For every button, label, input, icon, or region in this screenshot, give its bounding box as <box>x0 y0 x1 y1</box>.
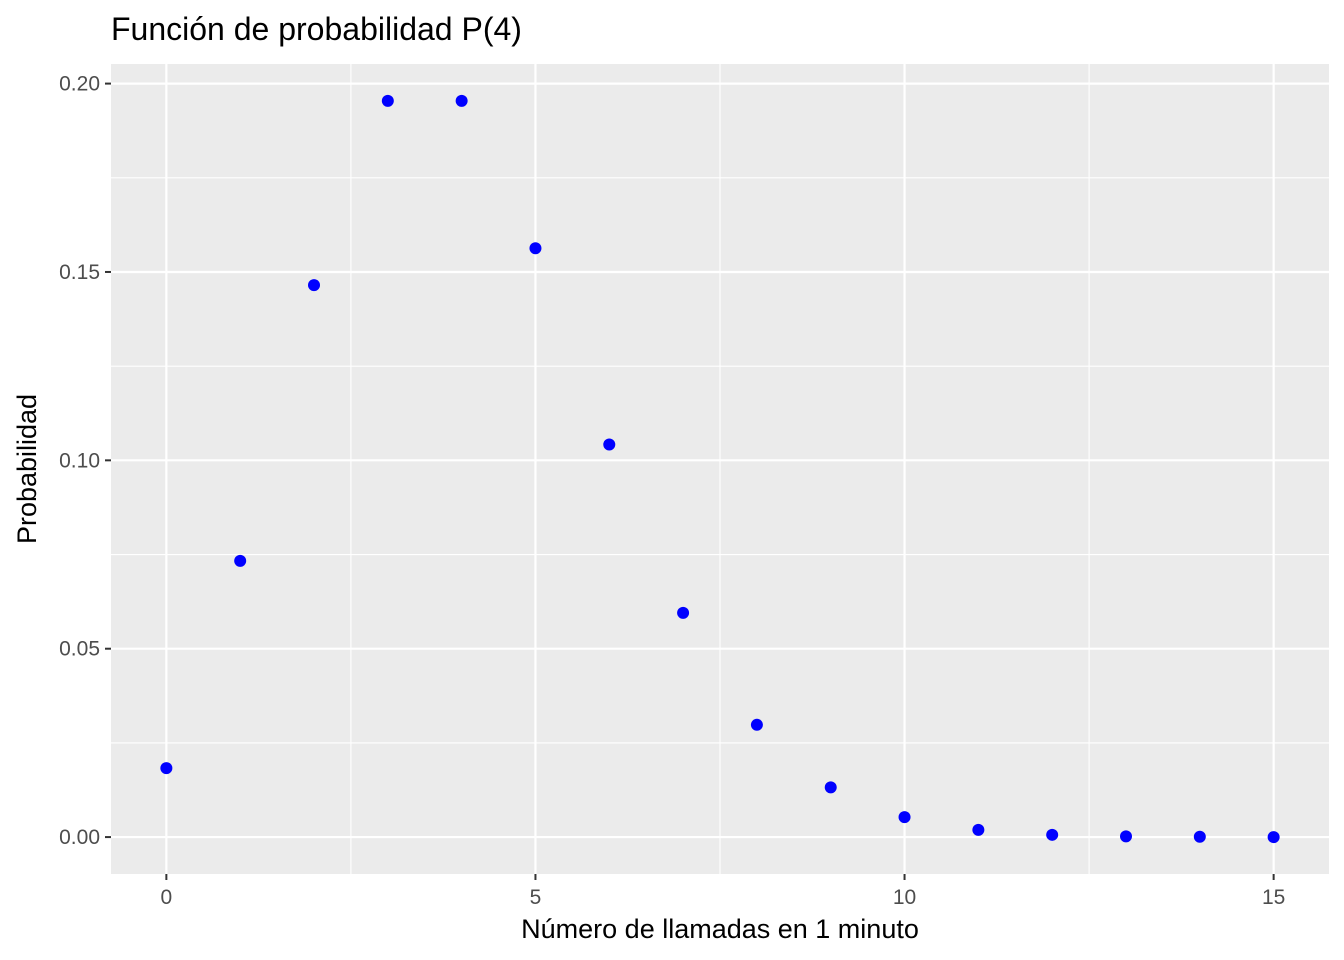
data-point <box>160 762 173 775</box>
y-tick-label: 0.15 <box>59 261 100 284</box>
y-tick-label: 0.05 <box>59 638 100 661</box>
data-point <box>308 279 320 292</box>
x-tick-label: 0 <box>161 886 173 909</box>
x-axis: 0 5 10 15 <box>161 874 1285 909</box>
y-tick-label: 0.20 <box>59 73 100 96</box>
y-axis-title: Probabilidad <box>12 394 42 544</box>
major-gridlines <box>111 64 1329 874</box>
x-tick-label: 5 <box>530 886 542 909</box>
data-point <box>1120 830 1132 843</box>
data-point <box>603 438 616 451</box>
data-point <box>750 718 763 731</box>
data-point <box>1267 831 1280 844</box>
data-point <box>455 94 468 107</box>
data-point <box>824 781 837 794</box>
data-point <box>972 823 985 836</box>
data-point <box>1193 830 1206 843</box>
minor-gridlines <box>111 64 1329 874</box>
data-point <box>677 606 690 619</box>
x-tick-label: 10 <box>893 886 916 909</box>
data-points <box>160 94 1280 844</box>
y-axis: 0.00 0.05 0.10 0.15 0.20 <box>59 73 111 849</box>
data-point <box>381 94 394 107</box>
data-point <box>898 811 911 824</box>
data-point <box>1046 828 1059 841</box>
data-point <box>234 554 247 567</box>
x-tick-label: 15 <box>1262 886 1285 909</box>
y-tick-label: 0.10 <box>59 449 100 472</box>
x-axis-title: Número de llamadas en 1 minuto <box>521 914 919 944</box>
chart-title: Función de probabilidad P(4) <box>111 11 522 47</box>
y-tick-label: 0.00 <box>59 826 100 849</box>
data-point <box>529 242 542 255</box>
